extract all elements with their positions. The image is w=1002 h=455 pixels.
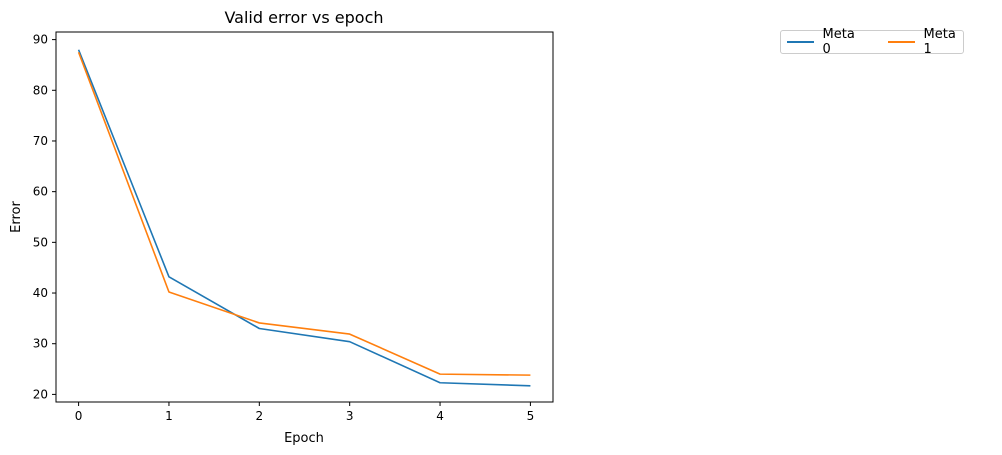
y-tick-label: 40 [33, 286, 48, 300]
legend-item-meta-0: Meta 0 [787, 27, 862, 57]
plot-lines [77, 49, 531, 387]
series-line-0 [77, 49, 531, 387]
y-tick-label: 20 [33, 387, 48, 401]
legend-label-meta-1: Meta 1 [923, 27, 956, 57]
y-tick-label: 70 [33, 134, 48, 148]
x-axis-ticks: 0 1 2 3 4 5 [75, 402, 534, 423]
x-axis-label: Epoch [284, 431, 324, 446]
y-tick-label: 30 [33, 337, 48, 351]
x-tick-label: 3 [346, 409, 354, 423]
y-tick-label: 90 [33, 33, 48, 47]
legend: Meta 0 Meta 1 [780, 27, 964, 57]
legend-swatch-meta-0 [787, 41, 814, 43]
x-tick-label: 0 [75, 409, 83, 423]
legend-label-meta-0: Meta 0 [822, 27, 855, 57]
series-line-1 [77, 51, 531, 376]
x-tick-label: 4 [436, 409, 444, 423]
x-tick-label: 1 [165, 409, 173, 423]
y-axis-ticks: 20 30 40 50 60 70 80 90 [33, 33, 56, 401]
y-axis-label: Error [9, 201, 24, 233]
legend-item-meta-1: Meta 1 [888, 27, 963, 57]
y-tick-label: 60 [33, 185, 48, 199]
legend-swatch-meta-1 [888, 41, 915, 43]
plot-frame [55, 31, 554, 403]
y-tick-label: 50 [33, 235, 48, 249]
chart-title: Valid error vs epoch [224, 8, 383, 27]
y-tick-label: 80 [33, 83, 48, 97]
x-tick-label: 5 [527, 409, 535, 423]
x-tick-label: 2 [255, 409, 263, 423]
